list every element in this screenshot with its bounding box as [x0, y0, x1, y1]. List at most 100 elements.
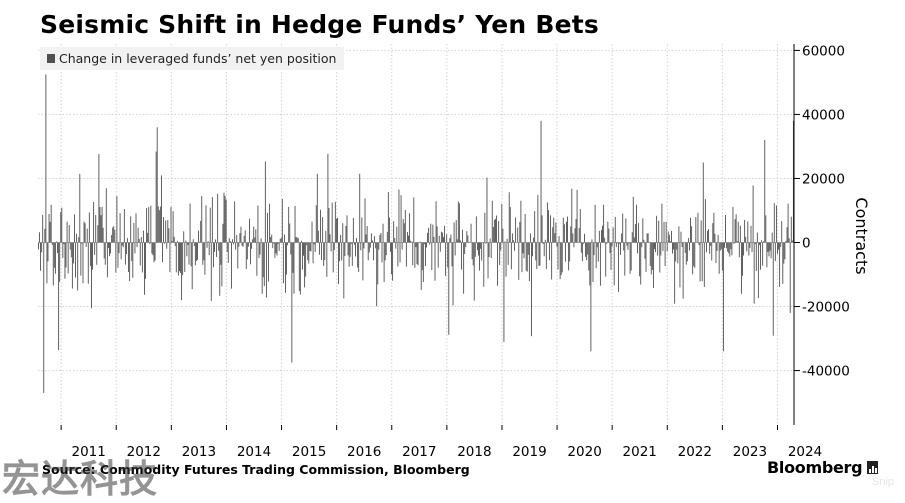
bar	[693, 243, 694, 267]
bar	[674, 243, 675, 304]
bar	[243, 243, 244, 247]
bar	[156, 152, 157, 243]
bar	[343, 243, 344, 299]
bar	[704, 243, 705, 287]
bar	[632, 232, 633, 242]
bar	[677, 243, 678, 264]
bar	[344, 243, 345, 256]
y-tick-label: 0	[802, 236, 811, 252]
bar	[669, 235, 670, 243]
bar	[789, 238, 790, 242]
x-tick-label: 2022	[678, 444, 712, 460]
bar	[610, 243, 611, 253]
bar	[741, 243, 742, 294]
bar	[400, 243, 401, 263]
bar	[487, 178, 488, 243]
bar	[213, 243, 214, 268]
bar	[639, 243, 640, 277]
bar	[623, 243, 624, 251]
bar	[647, 233, 648, 242]
bar	[604, 238, 605, 243]
bar	[478, 243, 479, 256]
bar	[316, 205, 317, 242]
bar	[284, 235, 285, 243]
bar	[94, 243, 95, 255]
bar	[127, 238, 128, 242]
bar	[431, 243, 432, 271]
bar	[524, 243, 525, 259]
bar	[86, 243, 87, 247]
bar	[319, 243, 320, 255]
bar	[397, 243, 398, 267]
bar	[326, 243, 327, 277]
bar	[747, 222, 748, 243]
bar	[613, 227, 614, 242]
bar	[566, 222, 567, 243]
brand-logo: Bloomberg	[767, 458, 878, 477]
bar	[721, 243, 722, 250]
bar	[435, 243, 436, 281]
bar	[291, 243, 292, 363]
bar	[102, 207, 103, 243]
bar	[83, 243, 84, 284]
bar	[250, 243, 251, 265]
bar	[652, 243, 653, 270]
bar	[601, 230, 602, 242]
bar	[554, 233, 555, 242]
bar	[210, 208, 211, 243]
bar	[612, 243, 613, 247]
bar	[251, 243, 252, 249]
bar	[85, 223, 86, 242]
bar	[728, 243, 729, 254]
bar	[681, 232, 682, 243]
bar	[457, 239, 458, 242]
bar	[656, 216, 657, 243]
bar	[261, 238, 262, 242]
bar	[242, 243, 243, 246]
bar	[350, 243, 351, 257]
bar	[710, 243, 711, 246]
bar	[376, 243, 377, 307]
bar	[214, 243, 215, 252]
bar	[384, 243, 385, 283]
bar	[332, 203, 333, 243]
bar	[378, 243, 379, 250]
bar	[380, 233, 381, 243]
bar	[483, 243, 484, 287]
bar	[329, 208, 330, 242]
bar	[297, 238, 298, 243]
bar	[146, 208, 147, 242]
bar	[116, 196, 117, 242]
bar	[597, 243, 598, 248]
bar	[752, 243, 753, 252]
bar	[38, 243, 39, 250]
bar	[489, 243, 490, 257]
bar	[651, 243, 652, 275]
bar	[507, 239, 508, 243]
bar	[689, 243, 690, 251]
bar	[459, 203, 460, 242]
bar	[129, 243, 130, 282]
bar	[190, 204, 191, 243]
bar	[450, 235, 451, 243]
bar	[707, 231, 708, 243]
bar	[69, 225, 70, 243]
bar	[729, 243, 730, 257]
bar	[66, 243, 67, 268]
bar	[559, 236, 560, 243]
bar	[100, 207, 101, 243]
bar	[551, 243, 552, 280]
bar	[330, 234, 331, 242]
bar	[93, 202, 94, 243]
bar	[731, 243, 732, 256]
bar	[42, 215, 43, 243]
bar	[654, 243, 655, 250]
bar	[318, 231, 319, 243]
bar	[753, 185, 754, 242]
bar	[234, 201, 235, 242]
bar	[686, 243, 687, 265]
bar	[228, 243, 229, 263]
bar	[148, 207, 149, 243]
bar	[572, 233, 573, 242]
